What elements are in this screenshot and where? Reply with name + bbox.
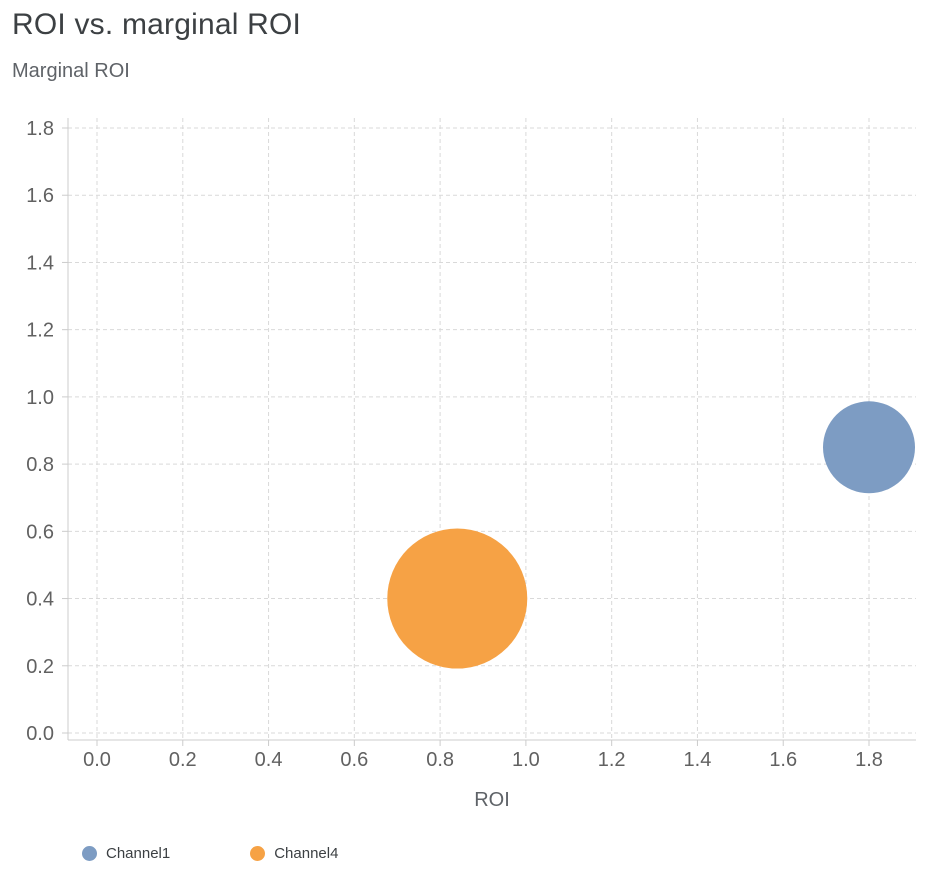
chart-title: ROI vs. marginal ROI [12, 8, 302, 41]
y-tick-label: 0.6 [26, 521, 54, 543]
x-tick-label: 1.4 [684, 749, 712, 771]
legend-label: Channel4 [274, 845, 339, 862]
y-tick-label: 0.8 [26, 454, 54, 476]
y-tick-label: 1.4 [26, 252, 54, 274]
y-tick-label: 1.8 [26, 118, 54, 140]
legend: Channel1 Channel4 [82, 845, 338, 862]
x-tick-label: 1.0 [512, 749, 540, 771]
legend-label: Channel1 [106, 845, 171, 862]
y-tick-label: 0.2 [26, 656, 54, 678]
y-tick-label: 1.2 [26, 320, 54, 342]
legend-item-channel4[interactable]: Channel4 [250, 845, 338, 862]
y-axis-title: Marginal ROI [12, 60, 130, 82]
x-tick-label: 1.2 [598, 749, 626, 771]
x-axis-title: ROI [474, 789, 510, 811]
x-tick-label: 0.6 [340, 749, 368, 771]
y-tick-label: 1.6 [26, 185, 54, 207]
y-tick-label: 0.0 [26, 723, 54, 745]
x-tick-label: 1.8 [855, 749, 883, 771]
y-tick-label: 1.0 [26, 387, 54, 409]
bubble-channel1[interactable] [823, 401, 915, 494]
x-tick-label: 0.8 [426, 749, 454, 771]
y-tick-label: 0.4 [26, 589, 54, 611]
bubble-channel4[interactable] [387, 528, 528, 669]
x-tick-label: 1.6 [769, 749, 797, 771]
legend-swatch-icon [82, 846, 97, 861]
legend-swatch-icon [250, 846, 266, 861]
x-tick-label: 0.0 [83, 749, 111, 771]
x-tick-label: 0.4 [255, 749, 283, 771]
x-tick-label: 0.2 [169, 749, 197, 771]
legend-item-channel1[interactable]: Channel1 [82, 845, 170, 862]
